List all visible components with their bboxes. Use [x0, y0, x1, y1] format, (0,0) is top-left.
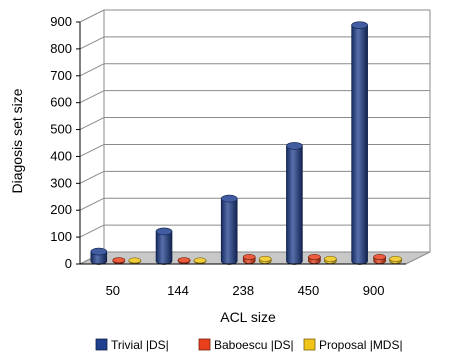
grid-layer: [79, 9, 431, 265]
legend-entry: Baboescu |DS|: [198, 338, 294, 352]
gridline-side: [79, 143, 105, 157]
y-tick-label: 500: [50, 122, 72, 137]
gridline-side: [79, 224, 105, 238]
bar-proposal-144: [193, 257, 207, 264]
x-axis: 50 144 238 450 900: [80, 263, 406, 298]
gridline-side: [79, 9, 105, 23]
x-axis-title: ACL size: [220, 309, 276, 325]
bar-baboescu-900: [373, 254, 386, 264]
legend: Trivial |DS| Baboescu |DS| Proposal |MDS|: [95, 338, 403, 352]
y-tick-label: 600: [50, 95, 72, 110]
y-tick-label: 300: [50, 175, 72, 190]
x-tick-label: 50: [106, 283, 120, 298]
y-tick-label: 200: [50, 202, 72, 217]
bar-trivial-144: [155, 227, 173, 265]
gridline-side: [79, 36, 105, 50]
bar-baboescu-450: [308, 254, 321, 264]
y-tick-label: 400: [50, 148, 72, 163]
legend-swatch: [95, 338, 108, 351]
gridline-side: [79, 170, 105, 184]
bar-proposal-50: [128, 257, 142, 264]
x-tick-label: 238: [232, 283, 254, 298]
x-tick-label: 144: [167, 283, 189, 298]
bar-proposal-238: [258, 255, 272, 264]
bar-proposal-900: [389, 255, 402, 264]
bar-trivial-450: [286, 142, 303, 265]
legend-label: Baboescu |DS|: [214, 338, 294, 352]
legend-label: Proposal |MDS|: [319, 338, 403, 352]
x-tick-label: 450: [298, 283, 320, 298]
legend-swatch: [198, 338, 211, 351]
gridline-side: [79, 197, 105, 211]
x-tick-label: 900: [363, 283, 385, 298]
gridline-side: [79, 63, 105, 77]
y-tick-label: 800: [50, 41, 72, 56]
y-axis: 0 100 200 300 400 500 600 700 800 900: [50, 14, 81, 271]
bar-trivial-238: [220, 194, 238, 265]
y-tick-label: 0: [65, 256, 72, 271]
bar-trivial-50: [90, 247, 108, 265]
y-axis-title: Diagosis set size: [9, 88, 25, 193]
legend-swatch: [303, 338, 316, 351]
bar-trivial-900: [351, 21, 368, 265]
y-tick-label: 900: [50, 14, 72, 29]
legend-label: Trivial |DS|: [111, 338, 169, 352]
legend-entry: Proposal |MDS|: [303, 338, 403, 352]
bar-baboescu-144: [177, 257, 191, 264]
back-wall: [104, 10, 430, 252]
y-tick-label: 100: [50, 229, 72, 244]
gridline-side: [79, 90, 105, 104]
gridline-side: [79, 117, 105, 131]
bars-layer: [90, 21, 402, 265]
bar-baboescu-50: [112, 257, 126, 264]
bar-proposal-450: [324, 255, 337, 264]
legend-entry: Trivial |DS|: [95, 338, 169, 352]
bar-baboescu-238: [242, 254, 256, 264]
y-tick-label: 700: [50, 68, 72, 83]
